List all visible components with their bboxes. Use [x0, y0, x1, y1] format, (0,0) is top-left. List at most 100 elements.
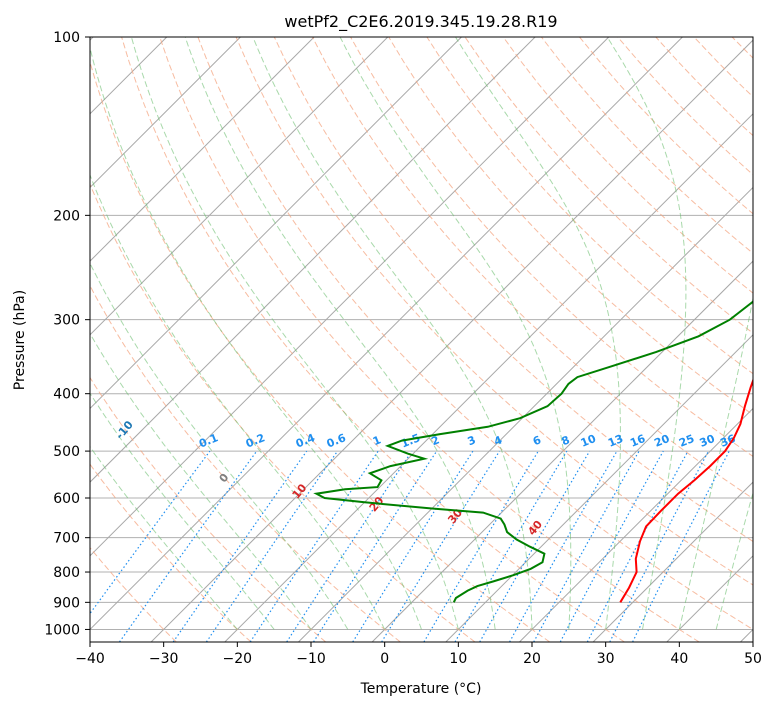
mixing-ratio-line	[423, 450, 539, 642]
dry-adiabat	[617, 37, 753, 176]
mixing-ratio-label: 1	[371, 433, 383, 448]
isoline-labels: 0.10.20.40.611.52346810131620253036-100-…	[113, 418, 738, 538]
mixing-ratio-line	[90, 450, 211, 615]
dry-adiabat	[235, 37, 753, 586]
moist-adiabat	[339, 37, 572, 630]
moist-adiabat	[90, 445, 238, 630]
dry-adiabat	[90, 463, 252, 642]
isotherm-line	[224, 113, 753, 642]
isotherm-line	[740, 628, 753, 642]
mixing-ratio-label: 13	[606, 432, 625, 450]
mixing-ratio-label: 30	[698, 432, 717, 450]
temperature-line	[619, 377, 753, 603]
y-tick-label: 200	[53, 208, 80, 224]
dry-adiabat	[464, 37, 753, 334]
mixing-ratio-line	[559, 450, 664, 642]
y-tick-label: 300	[53, 313, 80, 329]
y-tick-label: 600	[53, 491, 80, 507]
dry-adiabat	[159, 37, 700, 642]
mixing-ratio-line	[205, 450, 338, 642]
dry-adiabat	[311, 37, 753, 500]
isotherm-line	[90, 37, 610, 557]
mixing-ratio-line	[381, 450, 501, 642]
dry-adiabat	[350, 37, 753, 458]
mixing-ratio-label: 10	[579, 432, 598, 450]
dry-adiabat	[90, 284, 401, 642]
dry-adiabat-label: 40	[525, 518, 545, 538]
mixing-ratio-label: 8	[560, 433, 572, 448]
x-tick-label: 50	[744, 651, 762, 667]
moist-adiabat	[90, 262, 349, 630]
x-tick-label: 0	[380, 651, 389, 667]
y-tick-label: 700	[53, 531, 80, 547]
mixing-ratio-line	[586, 450, 689, 642]
background-lines	[90, 37, 775, 642]
moist-adiabat	[252, 37, 533, 630]
isotherm-line	[90, 37, 462, 410]
mixing-ratio-line	[509, 450, 618, 642]
mixing-ratio-line	[632, 450, 730, 642]
dry-adiabat	[388, 37, 753, 416]
dry-adiabat	[541, 37, 753, 254]
dry-adiabat	[502, 37, 753, 294]
mixing-ratio-label: 6	[531, 433, 543, 448]
x-axis-title: Temperature (°C)	[360, 681, 482, 697]
dry-adiabat	[693, 37, 753, 98]
moist-adiabat	[130, 37, 459, 630]
mixing-ratio-label: 3	[466, 433, 478, 448]
mixing-ratio-line	[249, 450, 379, 642]
dry-adiabat-label: -10	[113, 418, 136, 442]
moist-adiabat	[90, 173, 386, 630]
x-tick-label: −10	[296, 651, 326, 667]
dry-adiabat	[197, 37, 753, 630]
mixing-ratio-line	[533, 450, 640, 642]
dry-adiabat	[273, 37, 753, 543]
mixing-ratio-line	[352, 450, 474, 642]
dry-adiabat	[121, 37, 625, 642]
plot-frame	[89, 36, 754, 643]
dry-adiabat	[770, 37, 775, 642]
dry-adiabat	[426, 37, 753, 375]
mixing-ratio-label: 2	[429, 433, 441, 448]
isotherm-line	[445, 334, 753, 642]
isotherm-line	[90, 37, 389, 336]
axes: −40 −30 −20 −10 0 10 20 30 40 5010020030040050060…	[44, 30, 762, 667]
y-tick-label: 900	[53, 595, 80, 611]
moist-adiabat	[678, 295, 753, 630]
dewpoint-line	[313, 300, 753, 603]
mixing-ratio-line	[454, 450, 568, 642]
mixing-ratio-label: 0.1	[197, 431, 220, 450]
mixing-ratio-line	[119, 450, 258, 642]
x-tick-label: −20	[223, 651, 253, 667]
isotherm-line	[90, 37, 315, 262]
mixing-ratio-line	[312, 450, 438, 642]
y-tick-label: 800	[53, 565, 80, 581]
dry-adiabat	[90, 376, 327, 642]
mixing-ratio-label: 36	[718, 432, 737, 450]
x-tick-label: 40	[670, 651, 688, 667]
isotherm-line	[150, 39, 753, 642]
mixing-ratio-label: 25	[677, 432, 696, 450]
dry-adiabat	[90, 546, 177, 642]
y-tick-label: 400	[53, 387, 80, 403]
moist-adiabat	[455, 37, 622, 630]
moist-adiabat	[90, 332, 312, 630]
y-tick-label: 1000	[44, 622, 80, 638]
isotherm-line	[371, 260, 753, 642]
isotherm-line	[90, 37, 241, 189]
moist-adiabat	[90, 392, 275, 630]
mixing-ratio-label: 16	[628, 432, 647, 450]
isotherm-line	[90, 37, 536, 483]
mixing-ratio-line	[172, 450, 308, 642]
isotherm-line	[519, 407, 753, 642]
mixing-ratio-label: 0.4	[294, 431, 317, 450]
dry-adiabat	[90, 60, 551, 642]
y-tick-label: 100	[53, 30, 80, 46]
y-axis-title: Pressure (hPa)	[12, 290, 28, 390]
x-tick-label: 10	[449, 651, 467, 667]
profile-lines	[313, 300, 753, 603]
dry-adiabat	[655, 37, 753, 137]
x-tick-label: 20	[523, 651, 541, 667]
moist-adiabat	[606, 37, 687, 630]
